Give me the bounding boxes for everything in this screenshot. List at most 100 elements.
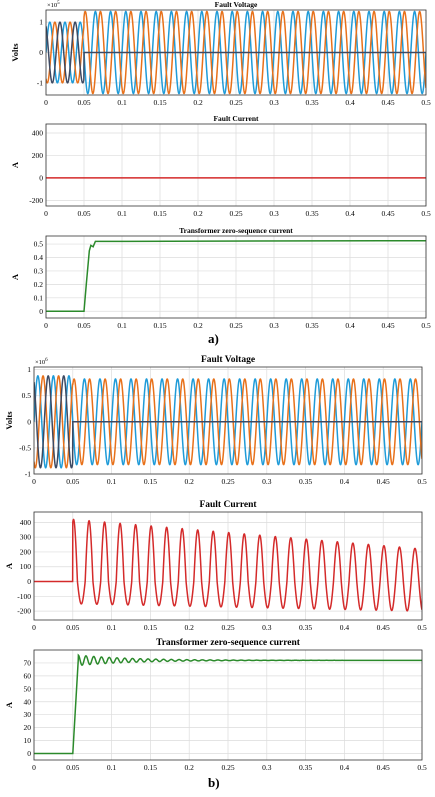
y-tick-label-1: 0.5 [22, 391, 32, 400]
x-tick-label-3: 0.15 [153, 321, 166, 330]
x-tick-label-10: 0.5 [421, 98, 431, 107]
x-tick-label-10: 0.5 [417, 623, 427, 632]
chart-title: Fault Current [213, 114, 259, 123]
chart-title: Fault Current [199, 500, 257, 510]
x-tick-label-6: 0.3 [262, 763, 272, 772]
x-tick-label-2: 0.1 [117, 209, 127, 218]
x-tick-label-3: 0.15 [153, 209, 166, 218]
panel-label-b: b) [208, 775, 220, 790]
x-tick-label-7: 0.35 [299, 477, 312, 486]
x-tick-label-4: 0.2 [185, 623, 195, 632]
x-tick-label-10: 0.5 [417, 763, 427, 772]
x-tick-label-2: 0.1 [107, 623, 117, 632]
x-tick-label-9: 0.45 [381, 98, 394, 107]
x-tick-label-10: 0.5 [417, 477, 427, 486]
y-tick-label-0: 1 [39, 18, 43, 27]
y-tick-label-2: 0 [39, 173, 43, 182]
x-tick-label-5: 0.25 [221, 763, 234, 772]
y-tick-label-6: -200 [17, 607, 31, 616]
y-tick-label-4: 30 [24, 710, 32, 719]
plot-area [34, 518, 422, 612]
y-tick-label-2: 0.3 [34, 266, 44, 275]
x-tick-label-9: 0.45 [377, 623, 390, 632]
x-tick-label-2: 0.1 [107, 763, 117, 772]
x-tick-label-6: 0.3 [262, 623, 272, 632]
y-tick-label-5: -100 [17, 592, 31, 601]
x-tick-label-3: 0.15 [153, 98, 166, 107]
plot-frame [33, 511, 423, 621]
x-tick-label-4: 0.2 [193, 321, 203, 330]
chart-2: 0 0.05 0.1 0.15 0.2 0.25 0.3 0.35 0.4 0.45 0.5 400 2… [10, 114, 431, 218]
y-tick-label-6: 10 [24, 736, 32, 745]
x-tick-label-8: 0.4 [345, 321, 355, 330]
x-tick-label-8: 0.4 [345, 98, 355, 107]
x-tick-label-1: 0.05 [66, 623, 79, 632]
x-tick-label-2: 0.1 [117, 98, 127, 107]
y-tick-label-3: 40 [24, 697, 32, 706]
x-tick-label-1: 0.05 [77, 98, 90, 107]
y-axis-exponent-power: 5 [57, 1, 60, 6]
x-tick-label-0: 0 [32, 477, 36, 486]
x-tick-label-8: 0.4 [345, 209, 355, 218]
y-tick-label-3: -200 [29, 196, 43, 205]
x-tick-label-7: 0.35 [299, 763, 312, 772]
y-tick-label-2: 200 [20, 547, 32, 556]
x-tick-label-8: 0.4 [340, 623, 350, 632]
chart-4: 0 0.05 0.1 0.15 0.2 0.25 0.3 0.35 0.4 0.45 0.5 1 0.5… [4, 355, 427, 486]
x-tick-label-6: 0.3 [262, 477, 272, 486]
x-tick-label-2: 0.1 [117, 321, 127, 330]
y-tick-label-7: 0 [27, 749, 31, 758]
y-tick-label-0: 400 [20, 518, 32, 527]
plot-frame [45, 235, 427, 319]
x-tick-label-6: 0.3 [269, 98, 279, 107]
x-tick-label-8: 0.4 [340, 763, 350, 772]
y-axis-label: A [4, 701, 14, 708]
chart-5: 0 0.05 0.1 0.15 0.2 0.25 0.3 0.35 0.4 0.45 0.5 400 3… [4, 500, 427, 632]
y-tick-label-4: 0 [27, 577, 31, 586]
x-tick-label-7: 0.35 [299, 623, 312, 632]
x-tick-label-5: 0.25 [229, 98, 242, 107]
chart-6: 0 0.05 0.1 0.15 0.2 0.25 0.3 0.35 0.4 0.45 0.5 70 60… [4, 638, 427, 772]
x-tick-label-4: 0.2 [185, 763, 195, 772]
chart-3: 0 0.05 0.1 0.15 0.2 0.25 0.3 0.35 0.4 0.45 0.5 0.5 0… [10, 226, 431, 330]
plot-frame [33, 649, 423, 761]
series-phase-3 [46, 21, 426, 84]
y-tick-label-4: 0.1 [34, 293, 44, 302]
x-tick-label-1: 0.05 [77, 209, 90, 218]
plot-frame [33, 366, 423, 475]
x-tick-label-10: 0.5 [421, 209, 431, 218]
x-tick-label-4: 0.2 [193, 209, 203, 218]
x-tick-label-0: 0 [44, 209, 48, 218]
x-tick-label-3: 0.15 [144, 623, 157, 632]
y-tick-label-3: 0.2 [34, 280, 44, 289]
y-tick-label-0: 1 [27, 365, 31, 374]
x-tick-label-0: 0 [44, 98, 48, 107]
x-tick-label-9: 0.45 [377, 477, 390, 486]
x-tick-label-8: 0.4 [340, 477, 350, 486]
y-tick-label-1: 0 [39, 48, 43, 57]
series-1 [46, 239, 426, 313]
x-tick-label-6: 0.3 [269, 209, 279, 218]
chart-title: Transformer zero-sequence current [179, 226, 293, 235]
y-tick-label-4: -1 [25, 470, 31, 479]
x-tick-label-5: 0.25 [229, 321, 242, 330]
plot-area [46, 10, 426, 95]
plot-area [34, 653, 422, 755]
y-tick-label-3: -0.5 [19, 443, 31, 452]
x-tick-label-5: 0.25 [229, 209, 242, 218]
y-tick-label-0: 70 [24, 658, 32, 667]
plot-area [46, 239, 426, 313]
x-tick-label-4: 0.2 [193, 98, 203, 107]
plot-frame [45, 123, 427, 207]
series-phase-3 [34, 375, 422, 469]
y-tick-label-2: 0 [27, 417, 31, 426]
y-tick-label-2: 50 [24, 684, 32, 693]
chart-1: 0 0.05 0.1 0.15 0.2 0.25 0.3 0.35 0.4 0.45 0.5 1 0 -1… [10, 0, 431, 107]
chart-title: Fault Voltage [215, 0, 258, 9]
y-tick-label-1: 0.4 [34, 253, 44, 262]
x-tick-label-0: 0 [32, 623, 36, 632]
chart-title: Transformer zero-sequence current [156, 638, 301, 648]
x-tick-label-1: 0.05 [77, 321, 90, 330]
x-tick-label-0: 0 [44, 321, 48, 330]
